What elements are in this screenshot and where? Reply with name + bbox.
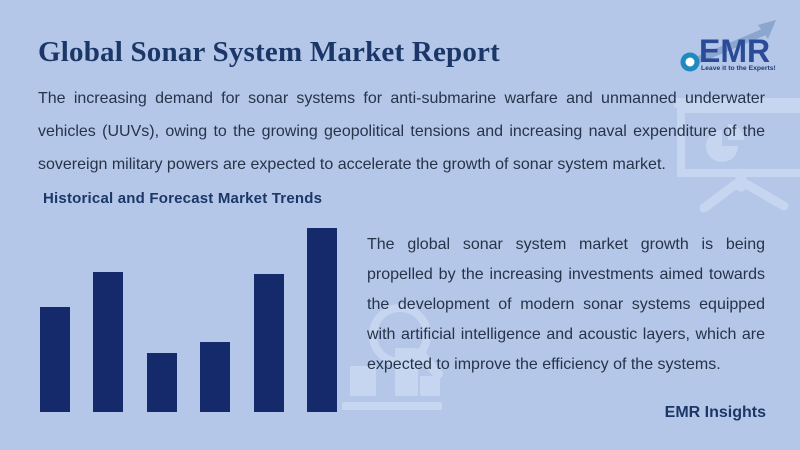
chart-magnifier-icon: [342, 304, 443, 410]
chart-bar: [253, 274, 284, 412]
section-body-paragraph: The global sonar system market growth is…: [367, 236, 765, 373]
chart-bar: [200, 342, 231, 412]
chart-bar: [93, 272, 124, 412]
chart-bar: [40, 307, 70, 412]
chart-bar: [146, 353, 177, 412]
emr-logo-ring-icon: [680, 52, 700, 72]
trend-bar-chart: [40, 228, 337, 412]
emr-insights-label: EMR Insights: [664, 404, 766, 421]
intro-paragraph: The increasing demand for sonar systems …: [38, 90, 765, 173]
presentation-easel-icon: [674, 98, 800, 213]
page-title: Global Sonar System Market Report: [38, 36, 500, 68]
chart-bar: [306, 228, 337, 412]
emr-logo: EMR Leave it to the Experts!: [680, 20, 776, 72]
emr-logo-tagline: Leave it to the Experts!: [701, 65, 776, 72]
section-heading: Historical and Forecast Market Trends: [43, 190, 323, 207]
emr-logo-text: EMR: [699, 33, 770, 69]
